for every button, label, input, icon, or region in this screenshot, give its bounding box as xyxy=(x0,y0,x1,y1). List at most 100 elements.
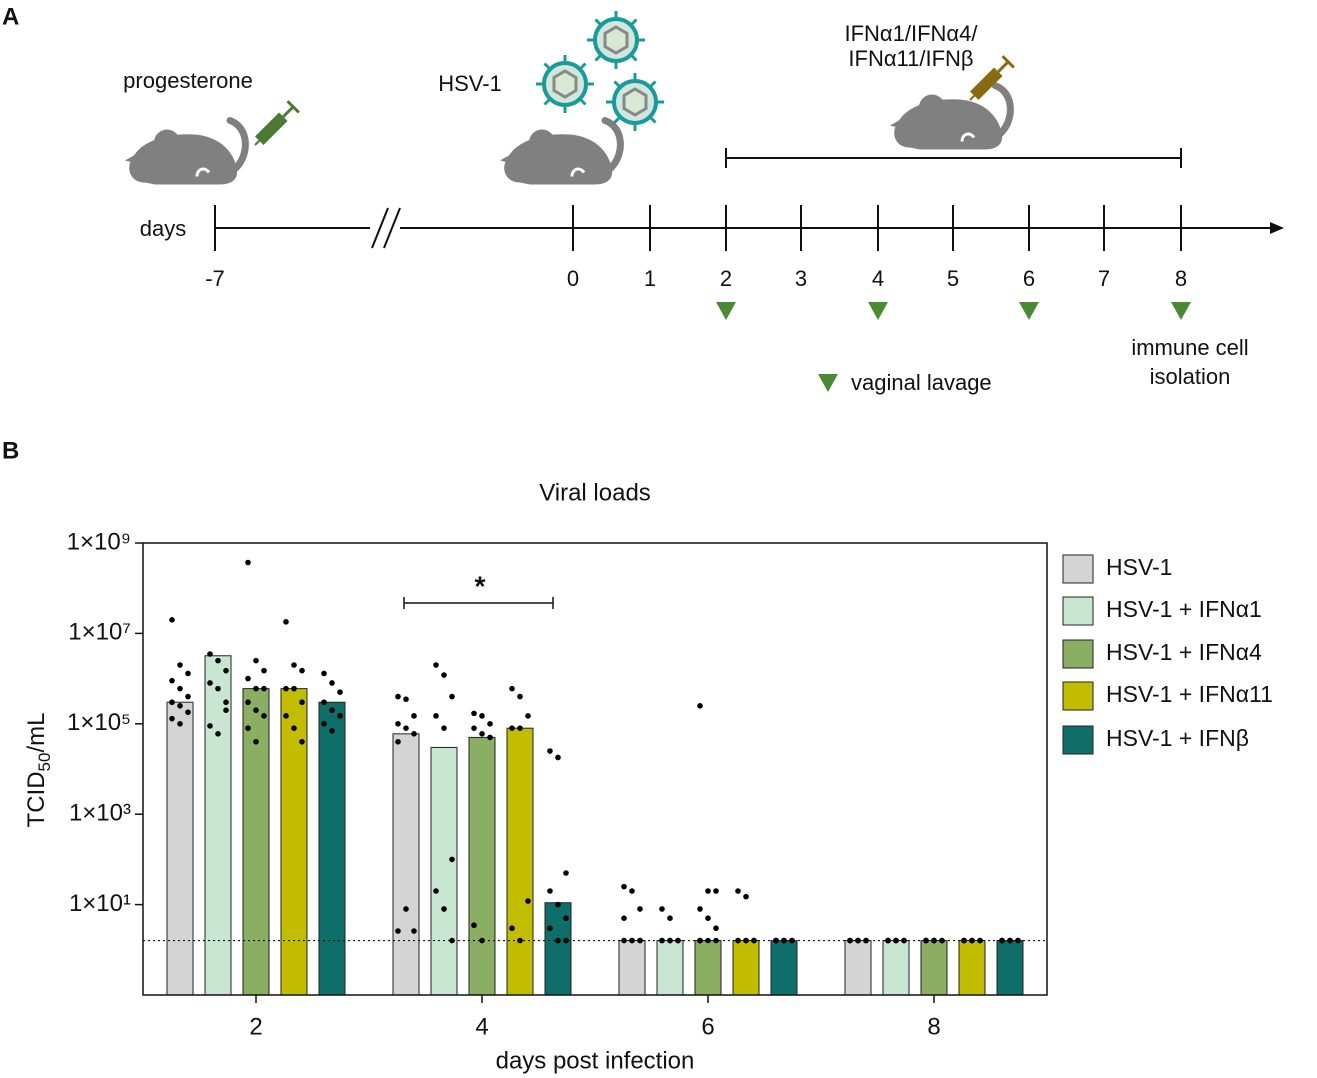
legend-label: HSV-1 + IFNβ xyxy=(1106,725,1249,751)
mouse-icon xyxy=(125,121,245,185)
data-point xyxy=(245,559,251,566)
timeline-tick-label: 1 xyxy=(644,266,656,291)
data-point xyxy=(713,888,719,894)
data-point xyxy=(395,928,401,934)
data-point xyxy=(169,616,175,623)
data-point xyxy=(185,693,191,700)
plot-frame xyxy=(142,542,1048,996)
data-point xyxy=(207,680,213,686)
data-point xyxy=(487,734,493,741)
data-point xyxy=(337,713,343,719)
x-tick-label: 6 xyxy=(701,1013,714,1040)
data-point xyxy=(471,922,477,929)
data-point xyxy=(395,721,401,727)
data-point xyxy=(215,657,221,664)
panel-a: A progesterone HSV-1 IFNα1/IFNα4/ IFNα11… xyxy=(2,3,1284,395)
y-tick-label: 1×10¹ xyxy=(69,890,131,917)
data-point xyxy=(169,715,175,722)
data-point xyxy=(245,725,251,731)
bar xyxy=(920,940,948,996)
data-point xyxy=(525,713,531,719)
data-point xyxy=(177,721,183,727)
data-point xyxy=(215,731,221,737)
data-point xyxy=(403,906,409,912)
data-point xyxy=(245,675,251,682)
data-point xyxy=(329,728,335,734)
panel-b: B Viral loads days post infection TCID50… xyxy=(2,437,1273,1074)
data-point xyxy=(411,713,417,719)
data-point xyxy=(283,619,289,625)
y-axis-label-unit: /mL xyxy=(23,713,50,753)
data-point xyxy=(261,713,267,719)
timeline xyxy=(215,205,1284,251)
data-point xyxy=(299,667,305,674)
virus-icon xyxy=(585,9,647,71)
data-point xyxy=(923,937,929,944)
timeline-tick-label: 7 xyxy=(1098,266,1110,291)
data-point xyxy=(487,721,493,727)
syringe-icon xyxy=(254,100,300,146)
data-point xyxy=(705,915,711,922)
infection-label: HSV-1 xyxy=(438,71,502,96)
bar xyxy=(204,655,232,996)
data-point xyxy=(479,731,485,737)
timeline-label: days xyxy=(140,216,186,241)
data-point xyxy=(433,662,439,668)
data-point xyxy=(177,703,183,709)
data-point xyxy=(999,937,1005,944)
data-point xyxy=(621,883,627,890)
significance-bracket xyxy=(403,597,554,609)
timeline-tick-label: 6 xyxy=(1023,266,1035,291)
data-point xyxy=(261,685,267,692)
data-point xyxy=(563,937,569,944)
bar xyxy=(618,940,646,996)
data-point xyxy=(291,685,297,692)
data-point xyxy=(169,699,175,706)
bar xyxy=(468,736,496,996)
legend-swatch xyxy=(1062,554,1094,584)
timeline-ticks: -7 0 1 2 3 4 5 6 7 8 xyxy=(205,205,1191,320)
bar xyxy=(732,940,760,996)
timeline-tick-label: 8 xyxy=(1175,266,1187,291)
data-point xyxy=(411,928,417,934)
data-point xyxy=(637,906,643,912)
data-point xyxy=(433,713,439,719)
data-point xyxy=(223,667,229,674)
treatment-label: IFNα1/IFNα4/ xyxy=(844,21,978,46)
legend-swatch xyxy=(1062,725,1094,755)
data-point xyxy=(789,937,795,944)
data-point xyxy=(969,937,975,944)
data-point xyxy=(441,906,447,912)
data-point xyxy=(291,725,297,731)
data-point xyxy=(449,937,455,944)
bar xyxy=(392,733,420,996)
data-point xyxy=(479,937,485,944)
virus-icon xyxy=(534,53,596,115)
data-point xyxy=(253,738,259,745)
data-point xyxy=(253,707,259,713)
chart-title: Viral loads xyxy=(539,479,651,506)
data-point xyxy=(863,937,869,944)
syringe-icon xyxy=(969,55,1015,101)
data-point xyxy=(659,937,665,944)
timeline-tick-label: 5 xyxy=(947,266,959,291)
data-point xyxy=(395,738,401,745)
timeline-tick-label: 0 xyxy=(567,266,579,291)
data-point xyxy=(471,710,477,717)
x-axis-label: days post infection xyxy=(496,1047,695,1074)
data-point xyxy=(563,915,569,922)
data-point xyxy=(223,699,229,706)
data-point xyxy=(411,731,417,737)
data-point xyxy=(621,915,627,922)
data-point xyxy=(321,721,327,727)
data-point xyxy=(253,685,259,692)
timeline-tick-label: -7 xyxy=(205,266,225,291)
data-point xyxy=(773,937,779,944)
data-point xyxy=(245,699,251,706)
data-point xyxy=(509,925,515,932)
significance-marker: * xyxy=(475,570,486,601)
bar xyxy=(844,940,872,996)
data-point xyxy=(667,915,673,922)
data-point xyxy=(509,725,515,731)
data-point xyxy=(433,888,439,894)
